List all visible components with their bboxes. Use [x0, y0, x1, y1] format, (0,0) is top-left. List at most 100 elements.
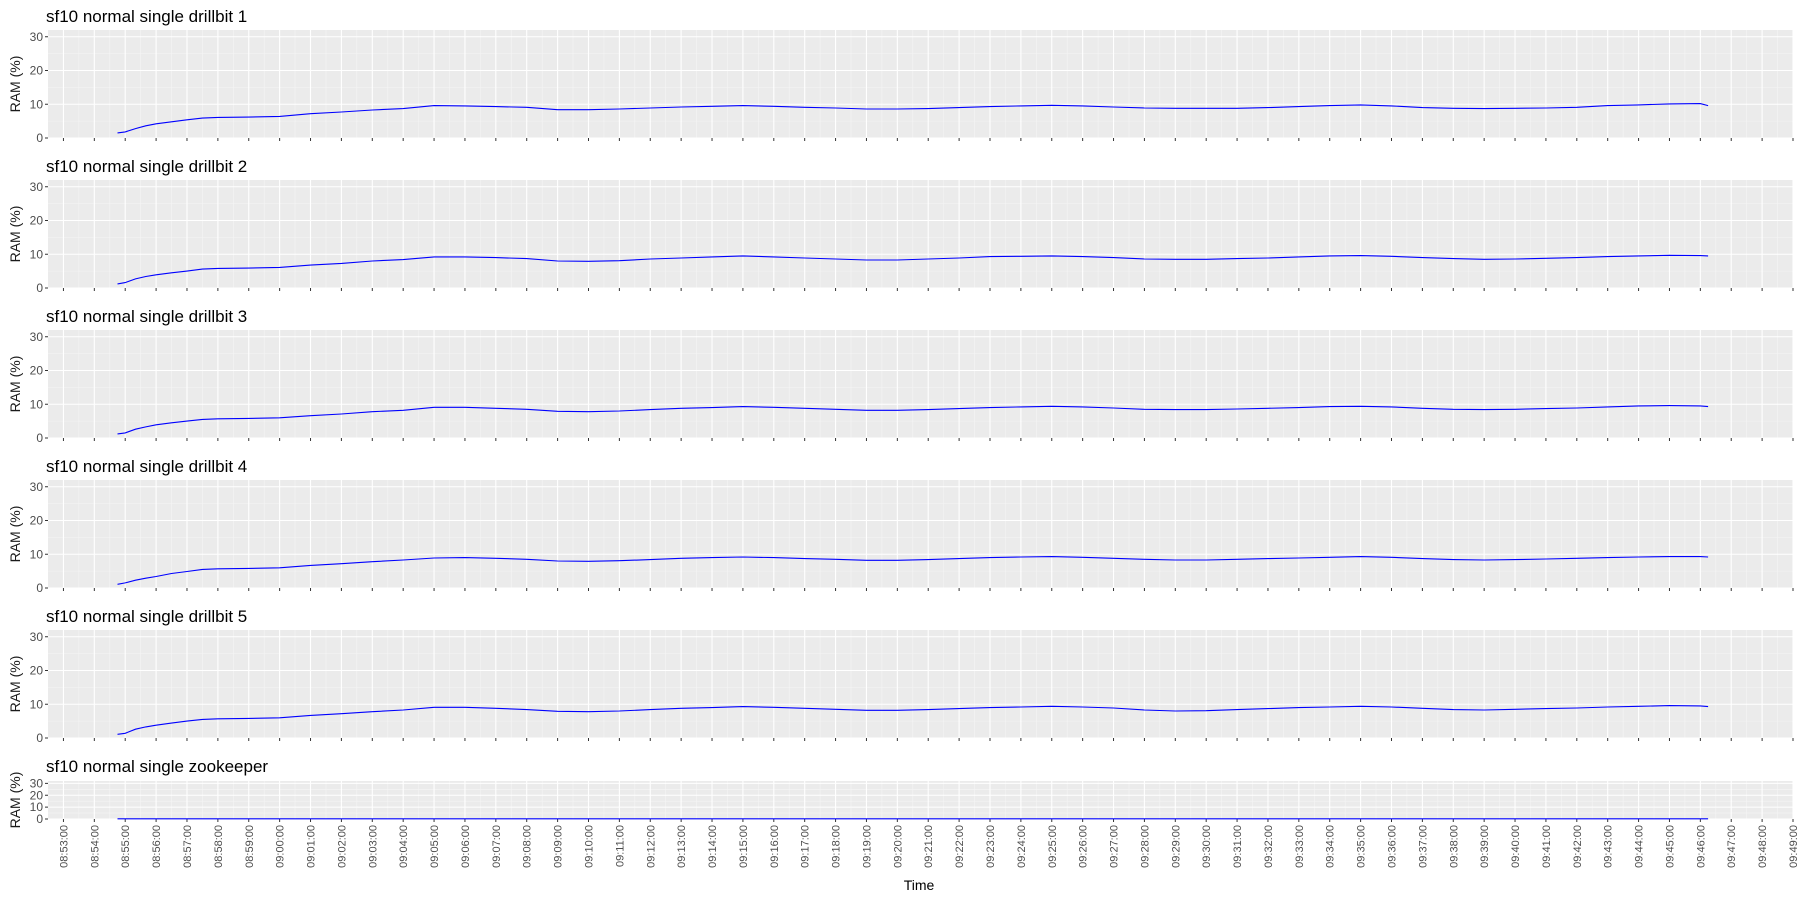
y-axis-title: RAM (%) — [7, 356, 23, 413]
y-tick-label: 30 — [30, 330, 44, 344]
x-tick-label: 09:23:00 — [985, 825, 997, 868]
x-tick-label: 09:43:00 — [1603, 825, 1615, 868]
x-tick-label: 09:22:00 — [954, 825, 966, 868]
panel-5: sf10 normal single drillbit 5 0 10 20 30 RAM … — [7, 607, 1794, 745]
x-tick-label: 09:06:00 — [460, 825, 472, 868]
x-tick-label: 09:27:00 — [1109, 825, 1121, 868]
y-tick-label: 30 — [30, 30, 44, 44]
x-tick-label: 08:58:00 — [213, 825, 225, 868]
panel-title: sf10 normal single drillbit 2 — [46, 157, 247, 176]
x-tick-label: 09:02:00 — [336, 825, 348, 868]
y-tick-label: 30 — [30, 776, 44, 790]
y-tick-label: 0 — [36, 281, 43, 295]
x-tick-label: 09:07:00 — [491, 825, 503, 868]
x-tick-label: 09:10:00 — [583, 825, 595, 868]
x-tick-label: 09:09:00 — [553, 825, 565, 868]
panel-title: sf10 normal single zookeeper — [46, 757, 268, 776]
x-tick-label: 08:57:00 — [182, 825, 194, 868]
x-tick-label: 08:55:00 — [120, 825, 132, 868]
x-tick-label: 09:18:00 — [831, 825, 843, 868]
x-tick-label: 09:30:00 — [1201, 825, 1213, 868]
x-tick-label: 09:03:00 — [367, 825, 379, 868]
y-axis-title: RAM (%) — [7, 656, 23, 713]
x-tick-label: 09:40:00 — [1510, 825, 1522, 868]
y-axis-title: RAM (%) — [7, 772, 23, 829]
x-tick-label: 09:12:00 — [645, 825, 657, 868]
panel-title: sf10 normal single drillbit 3 — [46, 307, 247, 326]
x-tick-label: 08:53:00 — [58, 825, 70, 868]
panel-title: sf10 normal single drillbit 1 — [46, 7, 247, 26]
x-tick-label: 09:08:00 — [522, 825, 534, 868]
x-tick-label: 09:24:00 — [1016, 825, 1028, 868]
x-tick-label: 09:42:00 — [1572, 825, 1584, 868]
y-tick-label: 10 — [30, 547, 44, 561]
x-tick-label: 09:04:00 — [398, 825, 410, 868]
x-tick-label: 09:20:00 — [892, 825, 904, 868]
x-tick-label: 09:21:00 — [923, 825, 935, 868]
y-axis-title: RAM (%) — [7, 56, 23, 113]
x-tick-label: 09:17:00 — [800, 825, 812, 868]
ram-series-line — [117, 254, 1709, 285]
x-tick-label: 09:16:00 — [769, 825, 781, 868]
y-tick-label: 30 — [30, 180, 44, 194]
y-tick-label: 20 — [30, 664, 44, 678]
x-axis-title: Time — [904, 877, 935, 893]
y-tick-label: 10 — [30, 697, 44, 711]
y-tick-label: 30 — [30, 630, 44, 644]
x-tick-label: 09:31:00 — [1232, 825, 1244, 868]
x-tick-label: 09:15:00 — [738, 825, 750, 868]
y-tick-label: 20 — [30, 788, 44, 802]
y-tick-label: 0 — [36, 731, 43, 745]
x-tick-label: 09:32:00 — [1263, 825, 1275, 868]
x-tick-label: 09:11:00 — [614, 825, 626, 867]
ram-series-line — [117, 556, 1709, 585]
y-tick-label: 20 — [30, 64, 44, 78]
panel-background — [48, 180, 1793, 288]
panel-background — [48, 30, 1793, 138]
x-tick-label: 09:33:00 — [1294, 825, 1306, 868]
ram-series-line — [117, 705, 1709, 735]
x-tick-label: 09:25:00 — [1047, 825, 1059, 868]
panel-2: sf10 normal single drillbit 2 0 10 20 30 RAM … — [7, 157, 1794, 295]
y-tick-label: 10 — [30, 397, 44, 411]
x-tick-label: 09:49:00 — [1788, 825, 1800, 868]
x-tick-label: 09:05:00 — [429, 825, 441, 868]
y-tick-label: 30 — [30, 480, 44, 494]
x-tick-label: 09:38:00 — [1448, 825, 1460, 868]
x-tick-label: 09:45:00 — [1664, 825, 1676, 868]
x-tick-label: 09:36:00 — [1386, 825, 1398, 868]
x-tick-label: 09:35:00 — [1356, 825, 1368, 868]
panel-background — [48, 330, 1793, 438]
x-tick-label: 09:00:00 — [275, 825, 287, 868]
y-tick-label: 0 — [36, 812, 43, 826]
y-tick-label: 10 — [30, 800, 44, 814]
panel-background — [48, 480, 1793, 588]
x-tick-label: 09:28:00 — [1139, 825, 1151, 868]
panel-4: sf10 normal single drillbit 4 0 10 20 30 RAM … — [7, 457, 1794, 595]
x-tick-label: 09:01:00 — [306, 825, 318, 868]
y-tick-label: 0 — [36, 431, 43, 445]
panel-title: sf10 normal single drillbit 5 — [46, 607, 247, 626]
x-tick-label: 08:54:00 — [89, 825, 101, 868]
y-tick-label: 20 — [30, 214, 44, 228]
x-tick-label: 09:41:00 — [1541, 825, 1553, 868]
ram-series-line — [117, 103, 1709, 134]
x-tick-label: 09:19:00 — [861, 825, 873, 868]
x-tick-label: 09:26:00 — [1078, 825, 1090, 868]
y-tick-label: 0 — [36, 131, 43, 145]
panel-background — [48, 781, 1793, 819]
y-tick-label: 0 — [36, 581, 43, 595]
panel-1: sf10 normal single drillbit 1 0 10 20 30 RAM … — [7, 7, 1794, 145]
y-tick-label: 20 — [30, 364, 44, 378]
x-tick-label: 09:44:00 — [1634, 825, 1646, 868]
x-tick-label: 09:37:00 — [1417, 825, 1429, 868]
x-tick-label: 09:13:00 — [676, 825, 688, 868]
x-tick-label: 09:14:00 — [707, 825, 719, 868]
x-tick-label: 09:29:00 — [1170, 825, 1182, 868]
x-tick-label: 09:39:00 — [1479, 825, 1491, 868]
x-tick-label: 09:47:00 — [1726, 825, 1738, 868]
y-tick-label: 10 — [30, 97, 44, 111]
y-tick-label: 20 — [30, 514, 44, 528]
